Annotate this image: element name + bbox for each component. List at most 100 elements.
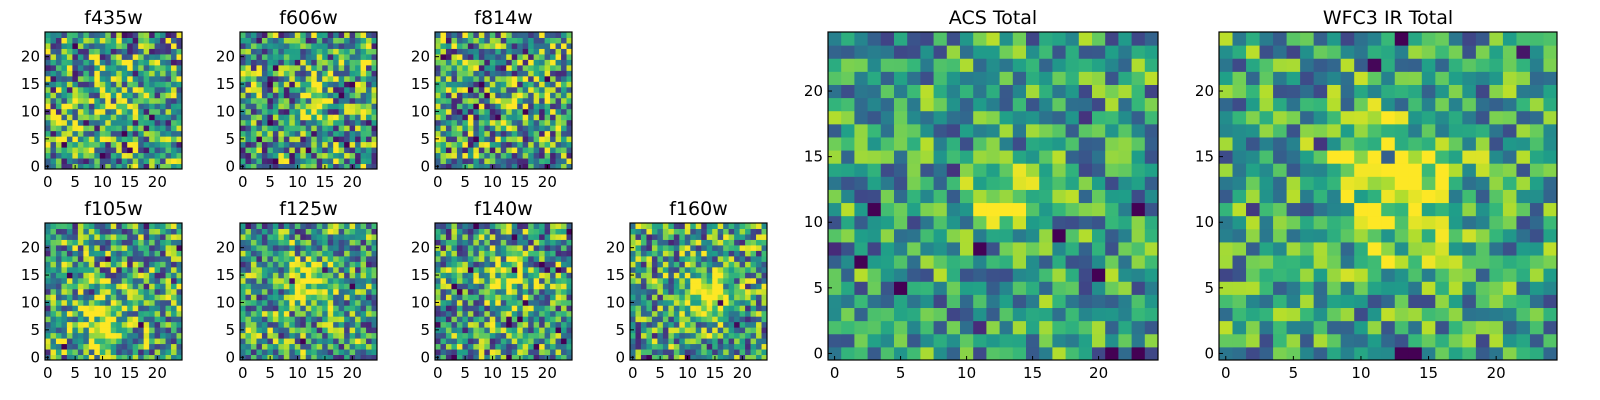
heatmap-cell	[272, 97, 279, 104]
heatmap-cell	[116, 310, 123, 317]
heatmap-cell	[533, 294, 540, 301]
heatmap-cell	[495, 163, 502, 170]
heatmap-cell	[72, 228, 79, 235]
heatmap-cell	[690, 261, 697, 268]
heatmap-cell	[640, 228, 647, 235]
heatmap-cell	[1052, 241, 1067, 256]
heatmap-cell	[105, 316, 112, 323]
heatmap-cell	[160, 32, 167, 38]
heatmap-cell	[83, 305, 90, 312]
heatmap-cell	[640, 277, 647, 284]
heatmap-cell	[121, 332, 128, 339]
heatmap-cell	[256, 92, 263, 99]
heatmap-cell	[50, 327, 57, 334]
y-tick-label: 5	[225, 130, 235, 148]
heatmap-cell	[657, 349, 664, 356]
x-tick-label: 10	[288, 364, 307, 382]
heatmap-cell	[695, 321, 702, 328]
heatmap-cell	[305, 310, 312, 317]
heatmap-cell	[160, 108, 167, 115]
heatmap-cell	[467, 266, 474, 273]
heatmap-cell	[646, 288, 653, 295]
heatmap-cell	[267, 277, 274, 284]
heatmap-cell	[668, 343, 675, 350]
heatmap-cell	[706, 272, 713, 279]
heatmap-cell	[283, 349, 290, 356]
y-tick-label: 20	[216, 239, 235, 257]
heatmap-cell	[435, 321, 441, 328]
heatmap-cell	[138, 37, 145, 44]
heatmap-cell	[451, 119, 458, 126]
heatmap-cell	[1065, 163, 1080, 177]
heatmap-cell	[1012, 123, 1027, 138]
axes-frame	[434, 222, 573, 361]
heatmap-cell	[517, 288, 524, 295]
heatmap-cell	[1092, 307, 1106, 322]
x-tick-label: 5	[460, 364, 470, 382]
x-tick-label: 0	[628, 364, 638, 382]
heatmap-cell	[841, 189, 855, 204]
heatmap-cell	[66, 37, 73, 44]
heatmap-cell	[960, 320, 974, 335]
heatmap-cell	[105, 114, 112, 121]
heatmap-cell	[555, 354, 562, 361]
heatmap-cell	[907, 241, 921, 256]
heatmap-cell	[973, 228, 987, 243]
heatmap-cell	[500, 130, 507, 137]
heatmap-cell	[143, 250, 150, 257]
heatmap-cell	[250, 250, 257, 257]
heatmap-cell	[294, 103, 301, 110]
heatmap-cell	[261, 125, 268, 132]
heatmap-cell	[366, 92, 373, 99]
heatmap-cell	[132, 147, 139, 154]
heatmap-cell	[50, 42, 57, 49]
heatmap-cell	[1118, 307, 1133, 322]
heatmap-cell	[327, 103, 334, 110]
heatmap-cell	[316, 97, 323, 104]
heatmap-cell	[561, 141, 568, 148]
heatmap-cell	[712, 239, 719, 246]
heatmap-cell	[456, 223, 463, 229]
heatmap-cell	[1012, 136, 1027, 151]
heatmap-cell	[138, 354, 145, 361]
heatmap-cell	[999, 228, 1014, 243]
heatmap-cell	[506, 136, 513, 143]
heatmap-cell	[349, 294, 356, 301]
heatmap-cell	[176, 130, 183, 137]
heatmap-cell	[445, 288, 452, 295]
heatmap-cell	[300, 299, 307, 306]
heatmap-cell	[165, 70, 172, 77]
heatmap-cell	[467, 114, 474, 121]
heatmap-cell	[278, 86, 285, 93]
heatmap-cell	[495, 158, 502, 165]
heatmap-cell	[1039, 255, 1053, 269]
heatmap-cell	[143, 152, 150, 159]
heatmap-cell	[1065, 294, 1080, 309]
heatmap-cell	[160, 316, 167, 323]
heatmap-cell	[489, 244, 496, 251]
heatmap-cell	[149, 37, 156, 44]
heatmap-cell	[305, 321, 312, 328]
heatmap-cell	[630, 277, 636, 284]
heatmap-cell	[517, 59, 524, 66]
heatmap-cell	[1052, 215, 1067, 230]
heatmap-cell	[440, 277, 447, 284]
heatmap-cell	[245, 228, 252, 235]
heatmap-cell	[445, 125, 452, 132]
heatmap-cell	[673, 266, 680, 273]
heatmap-cell	[132, 130, 139, 137]
heatmap-cell	[165, 338, 172, 345]
heatmap-cell	[366, 288, 373, 295]
heatmap-cell	[473, 59, 480, 66]
heatmap-cell	[110, 354, 117, 361]
heatmap-cell	[272, 305, 279, 312]
heatmap-cell	[701, 266, 708, 273]
heatmap-cell	[132, 92, 139, 99]
heatmap-cell	[500, 37, 507, 44]
heatmap-cell	[467, 321, 474, 328]
heatmap-cell	[946, 136, 961, 151]
heatmap-cell	[489, 321, 496, 328]
heatmap-cell	[986, 228, 1001, 243]
heatmap-cell	[283, 81, 290, 88]
heatmap-cell	[544, 223, 551, 229]
